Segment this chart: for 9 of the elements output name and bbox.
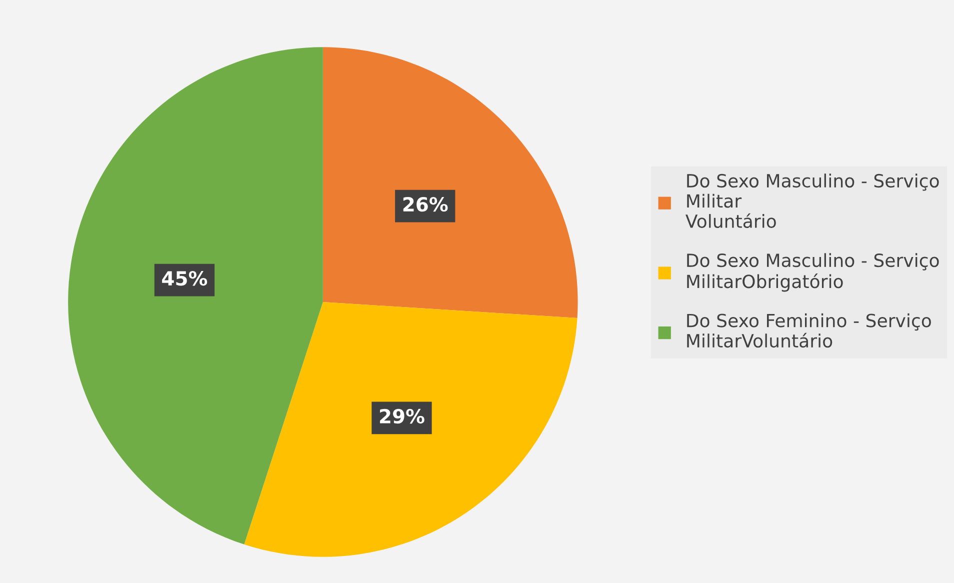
data-label: 29% [380,408,424,424]
legend-label: Do Sexo Masculino - Serviço MilitarObrigatório [687,253,939,292]
data-label: 45% [162,271,208,286]
data-label: 26% [403,196,448,212]
pie-slice [244,302,578,557]
legend-label: Do Sexo Masculino - Serviço Militar Voluntário [686,174,939,228]
pie-slice [68,47,323,544]
legend-label: Do Sexo Feminino - Serviço MilitarVoluntário [687,313,931,348]
pie-slice [322,47,578,318]
